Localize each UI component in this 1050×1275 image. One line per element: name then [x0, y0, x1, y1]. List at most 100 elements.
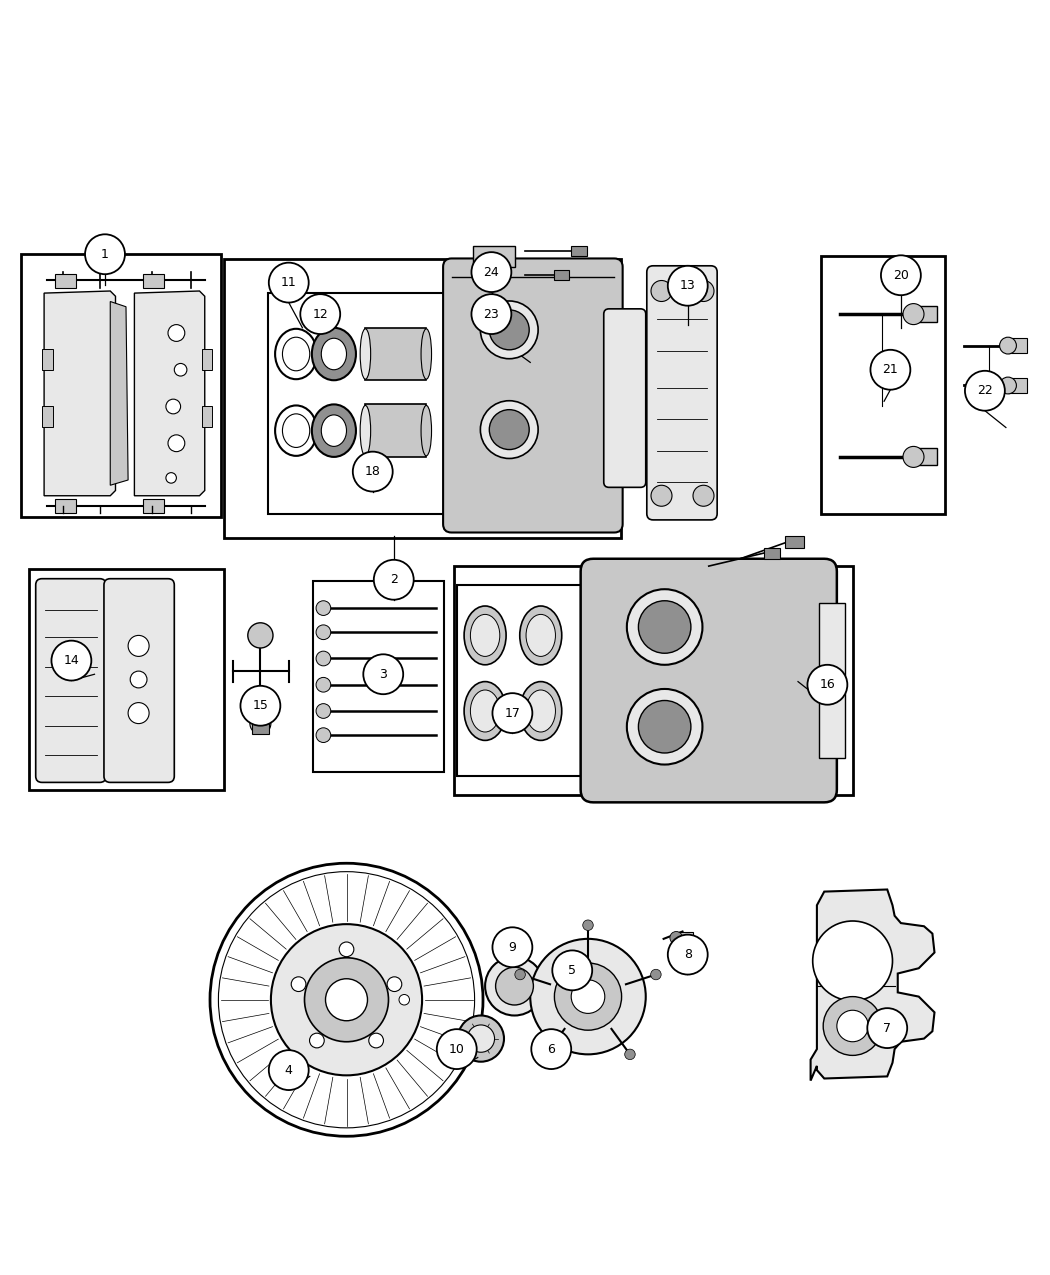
Text: 6: 6	[547, 1043, 555, 1056]
FancyBboxPatch shape	[36, 579, 106, 783]
Ellipse shape	[470, 615, 500, 657]
Bar	[454, 566, 853, 796]
Circle shape	[823, 997, 882, 1056]
Bar	[143, 499, 164, 513]
FancyBboxPatch shape	[647, 265, 717, 520]
Ellipse shape	[360, 329, 371, 379]
FancyBboxPatch shape	[104, 579, 174, 783]
Ellipse shape	[638, 700, 691, 754]
Bar	[571, 246, 587, 256]
Circle shape	[369, 1033, 383, 1048]
Circle shape	[128, 635, 149, 657]
Text: 11: 11	[281, 277, 296, 289]
Text: 3: 3	[379, 668, 387, 681]
Circle shape	[291, 977, 306, 992]
Circle shape	[881, 255, 921, 296]
Text: 9: 9	[508, 941, 517, 954]
Circle shape	[651, 280, 672, 301]
Circle shape	[583, 921, 593, 931]
Circle shape	[693, 280, 714, 301]
Circle shape	[837, 1010, 868, 1042]
Circle shape	[353, 451, 393, 492]
Circle shape	[668, 265, 708, 306]
Circle shape	[651, 486, 672, 506]
Circle shape	[269, 1051, 309, 1090]
Bar	[42, 407, 52, 427]
Bar	[764, 548, 780, 558]
Ellipse shape	[464, 682, 506, 741]
Circle shape	[485, 956, 544, 1015]
Ellipse shape	[275, 405, 317, 456]
Bar	[55, 274, 76, 288]
Ellipse shape	[520, 606, 562, 664]
Text: 5: 5	[568, 964, 576, 977]
Text: 15: 15	[252, 699, 269, 713]
Circle shape	[471, 252, 511, 292]
Text: 1: 1	[101, 247, 109, 261]
Circle shape	[531, 1029, 571, 1068]
Circle shape	[339, 942, 354, 956]
Circle shape	[316, 625, 331, 640]
Text: 7: 7	[883, 1021, 891, 1034]
Circle shape	[651, 969, 662, 979]
Text: 23: 23	[483, 307, 500, 320]
Circle shape	[571, 979, 605, 1014]
Bar	[29, 569, 224, 789]
Bar	[42, 349, 52, 370]
Bar	[313, 581, 444, 771]
Circle shape	[316, 677, 331, 692]
Text: 20: 20	[892, 269, 909, 282]
Circle shape	[471, 295, 511, 334]
Bar	[914, 306, 937, 323]
Text: 10: 10	[448, 1043, 465, 1056]
Bar	[785, 536, 804, 548]
Circle shape	[240, 686, 280, 725]
Bar	[21, 254, 220, 516]
Circle shape	[807, 664, 847, 705]
Ellipse shape	[470, 690, 500, 732]
Ellipse shape	[627, 688, 702, 765]
Ellipse shape	[489, 409, 529, 450]
Bar	[1008, 379, 1027, 393]
Circle shape	[300, 295, 340, 334]
Ellipse shape	[421, 329, 432, 379]
Circle shape	[1000, 337, 1016, 354]
Text: 12: 12	[313, 307, 328, 320]
Circle shape	[867, 1009, 907, 1048]
Circle shape	[514, 969, 525, 979]
Circle shape	[168, 325, 185, 342]
Ellipse shape	[321, 414, 347, 446]
Ellipse shape	[282, 414, 310, 448]
Circle shape	[813, 921, 892, 1001]
Circle shape	[870, 349, 910, 390]
FancyBboxPatch shape	[443, 259, 623, 533]
Ellipse shape	[282, 337, 310, 371]
Text: 22: 22	[976, 384, 993, 398]
Polygon shape	[44, 291, 116, 496]
Ellipse shape	[360, 405, 371, 456]
Circle shape	[625, 1049, 635, 1060]
Circle shape	[458, 1015, 504, 1062]
Circle shape	[316, 704, 331, 718]
Circle shape	[51, 640, 91, 681]
Circle shape	[554, 963, 622, 1030]
Text: 13: 13	[680, 279, 695, 292]
Circle shape	[248, 622, 273, 648]
Circle shape	[168, 435, 185, 451]
Circle shape	[271, 924, 422, 1075]
Circle shape	[310, 1033, 324, 1048]
Circle shape	[374, 560, 414, 599]
Circle shape	[492, 927, 532, 968]
Bar	[1008, 338, 1027, 353]
Circle shape	[552, 950, 592, 991]
Circle shape	[210, 863, 483, 1136]
Ellipse shape	[627, 589, 702, 664]
Text: 16: 16	[820, 678, 836, 691]
Circle shape	[316, 652, 331, 666]
Bar	[821, 256, 945, 514]
Bar	[202, 349, 212, 370]
Bar	[457, 585, 581, 776]
Bar	[55, 499, 76, 513]
Circle shape	[399, 994, 410, 1005]
Circle shape	[668, 935, 708, 974]
